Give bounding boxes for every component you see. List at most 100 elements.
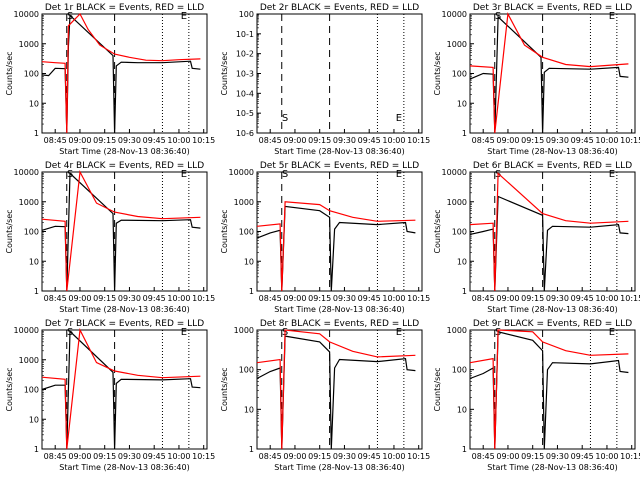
- x-tick-label: 09:45: [571, 294, 594, 303]
- saa-annotation: S: [282, 169, 288, 180]
- panel-title: Det 4r BLACK = Events, RED = LLD: [45, 161, 204, 171]
- panel-title: Det 1r BLACK = Events, RED = LLD: [45, 3, 204, 13]
- x-axis-label: Start Time (28-Nov-13 08:36:40): [274, 305, 404, 314]
- x-tick-label: 09:30: [118, 136, 141, 145]
- y-tick-label: 100: [452, 366, 467, 375]
- x-tick-label: 08:45: [472, 294, 495, 303]
- y-axis-label: Counts/sec: [5, 209, 14, 253]
- x-tick-label: 10:15: [620, 294, 640, 303]
- panel-2: Det 2r BLACK = Events, RED = LLD Counts/s…: [220, 3, 430, 156]
- y-axis-label: Counts/sec: [433, 209, 442, 253]
- y-tick-label: 10: [29, 99, 39, 108]
- x-axis-label: Start Time (28-Nov-13 08:36:40): [274, 463, 404, 472]
- y-tick-label: 10: [29, 415, 39, 424]
- x-tick-label: 09:45: [571, 136, 594, 145]
- eclipse-annotation: E: [396, 327, 402, 338]
- x-tick-label: 09:45: [358, 452, 381, 461]
- x-tick-label: 10:00: [167, 452, 190, 461]
- eclipse-annotation: E: [609, 11, 615, 22]
- x-tick-label: 09:30: [546, 294, 569, 303]
- eclipse-annotation: E: [396, 169, 402, 180]
- x-axis-label: Start Time (28-Nov-13 08:36:40): [59, 463, 189, 472]
- x-tick-label: 08:45: [44, 452, 67, 461]
- x-tick-label: 09:00: [283, 452, 306, 461]
- x-tick-label: 09:00: [496, 294, 519, 303]
- y-tick-label: 1: [462, 129, 467, 138]
- y-tick-label: 1000: [19, 198, 39, 207]
- x-tick-label: 09:00: [68, 136, 91, 145]
- y-tick-label: 1000: [19, 40, 39, 49]
- x-tick-label: 09:45: [358, 294, 381, 303]
- lld-series-line: [469, 12, 629, 134]
- y-tick-label: 10000: [442, 168, 467, 177]
- eclipse-annotation: E: [181, 169, 187, 180]
- x-tick-label: 09:45: [571, 452, 594, 461]
- x-tick-label: 09:30: [333, 136, 356, 145]
- y-tick-label: 1000: [234, 326, 254, 335]
- x-tick-label: 08:45: [44, 294, 67, 303]
- y-tick-label: 1: [34, 445, 39, 454]
- panel-title: Det 3r BLACK = Events, RED = LLD: [473, 3, 632, 13]
- x-axis-label: Start Time (28-Nov-13 08:36:40): [487, 463, 617, 472]
- x-tick-label: 09:00: [283, 136, 306, 145]
- y-tick-label: 100: [239, 228, 254, 237]
- panel-8: Det 8r BLACK = Events, RED = LLD Counts/s…: [220, 319, 430, 472]
- plot-frame: [256, 329, 423, 450]
- y-axis-label: Counts/sec: [5, 367, 14, 411]
- y-axis-label: Counts/sec: [433, 51, 442, 95]
- x-tick-label: 10:15: [192, 452, 215, 461]
- y-tick-label: 1000: [447, 326, 467, 335]
- x-tick-label: 09:00: [68, 294, 91, 303]
- x-tick-label: 10:15: [407, 136, 430, 145]
- y-tick-label: 10: [244, 257, 254, 266]
- y-tick-label: 10-6: [236, 129, 254, 138]
- lld-series-line: [41, 170, 201, 292]
- y-axis-label: Counts/sec: [433, 367, 442, 411]
- x-tick-label: 10:00: [167, 294, 190, 303]
- y-tick-label: 10000: [229, 168, 254, 177]
- x-axis-label: Start Time (28-Nov-13 08:36:40): [59, 147, 189, 156]
- y-tick-label: 1000: [19, 356, 39, 365]
- eclipse-annotation: E: [396, 113, 402, 124]
- y-tick-label: 100: [24, 228, 39, 237]
- x-tick-label: 09:15: [93, 136, 116, 145]
- y-tick-label: 1000: [234, 198, 254, 207]
- lld-series-line: [469, 172, 629, 292]
- x-tick-label: 08:45: [44, 136, 67, 145]
- panel-4: Det 4r BLACK = Events, RED = LLD Counts/s…: [5, 161, 215, 314]
- x-axis-label: Start Time (28-Nov-13 08:36:40): [274, 147, 404, 156]
- panel-5: Det 5r BLACK = Events, RED = LLD Counts/s…: [220, 161, 430, 314]
- y-tick-label: 100: [24, 70, 39, 79]
- x-tick-label: 09:45: [143, 452, 166, 461]
- lld-series-line: [469, 329, 629, 450]
- x-tick-label: 08:45: [472, 136, 495, 145]
- y-tick-label: 1: [249, 445, 254, 454]
- lld-series-line: [41, 327, 201, 450]
- y-tick-label: 10: [457, 405, 467, 414]
- x-tick-label: 10:00: [382, 452, 405, 461]
- x-tick-label: 10:15: [407, 294, 430, 303]
- x-tick-label: 09:00: [68, 452, 91, 461]
- y-tick-label: 10-5: [236, 109, 254, 118]
- panel-title: Det 8r BLACK = Events, RED = LLD: [260, 319, 419, 329]
- panel-title: Det 6r BLACK = Events, RED = LLD: [473, 161, 632, 171]
- y-tick-label: 10000: [14, 10, 39, 19]
- x-tick-label: 10:15: [620, 452, 640, 461]
- y-tick-label: 1: [249, 287, 254, 296]
- lld-series-line: [256, 201, 416, 292]
- x-tick-label: 09:30: [333, 452, 356, 461]
- panel-9: Det 9r BLACK = Events, RED = LLD Counts/s…: [433, 319, 640, 472]
- y-tick-label: 100: [452, 70, 467, 79]
- y-tick-label: 10-3: [236, 70, 254, 79]
- panel-1: Det 1r BLACK = Events, RED = LLD Counts/s…: [5, 3, 215, 156]
- y-tick-label: 1000: [447, 40, 467, 49]
- y-tick-label: 10000: [442, 10, 467, 19]
- x-tick-label: 09:30: [118, 452, 141, 461]
- events-series-line: [41, 14, 201, 134]
- y-tick-label: 10000: [14, 326, 39, 335]
- x-tick-label: 08:45: [259, 136, 282, 145]
- x-tick-label: 10:00: [595, 136, 618, 145]
- x-tick-label: 10:00: [167, 136, 190, 145]
- y-tick-label: 100: [452, 228, 467, 237]
